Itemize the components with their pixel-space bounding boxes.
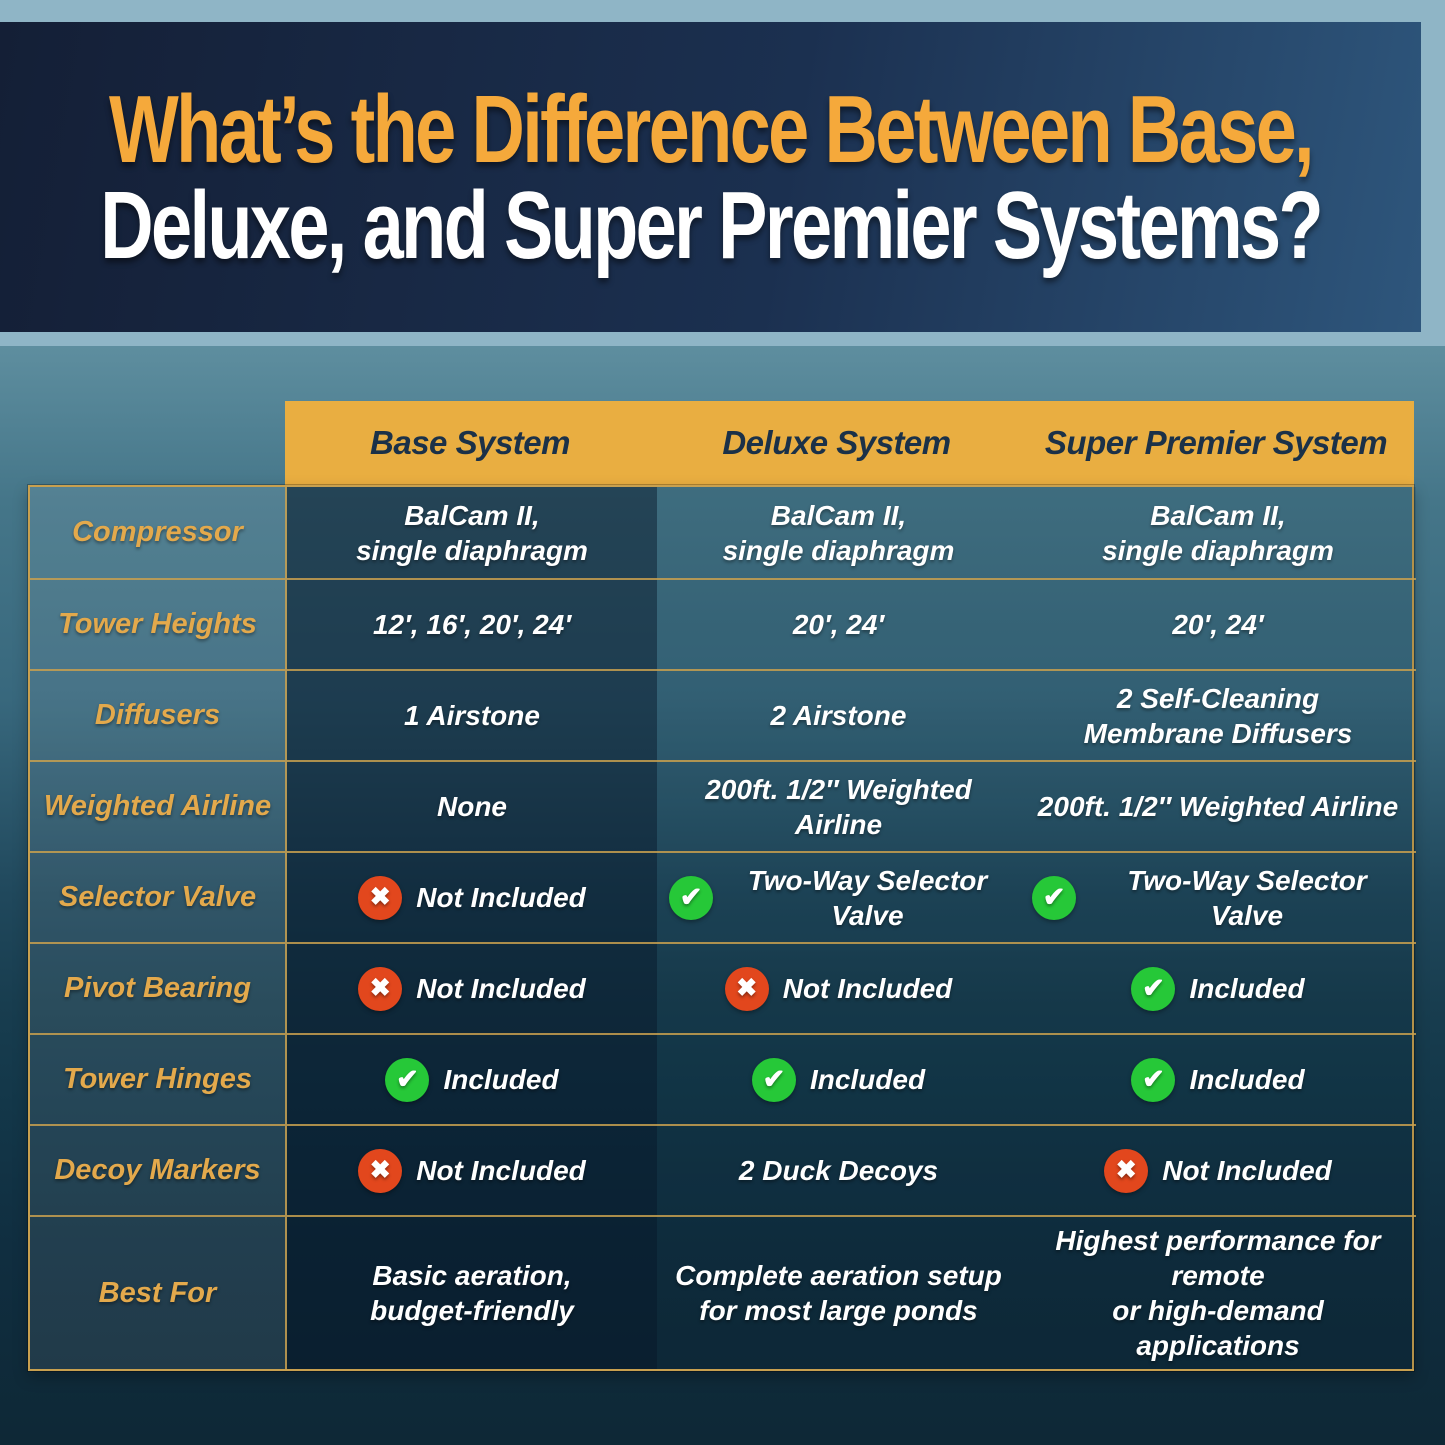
check-circle-icon xyxy=(385,1057,430,1102)
cell-text: Included xyxy=(809,1064,926,1095)
cell-text: BalCam II, single diaphragm xyxy=(722,499,955,566)
cell-text: 20′, 24′ xyxy=(792,609,885,640)
row-label: Best For xyxy=(30,1215,287,1369)
comparison-table: Compressor BalCam II, single diaphragm B… xyxy=(28,485,1416,1371)
title-banner: What’s the Difference Between Base, Delu… xyxy=(0,22,1421,332)
column-title-super-premier: Super Premier System xyxy=(1044,424,1388,461)
table-cell: Basic aeration, budget-friendly xyxy=(287,1215,657,1369)
cell-text: Not Included xyxy=(416,882,586,913)
table-cell: Not Included xyxy=(287,942,657,1033)
page-background xyxy=(0,346,1445,1445)
cell-text: BalCam II, single diaphragm xyxy=(1102,499,1334,566)
table-cell: BalCam II, single diaphragm xyxy=(1020,487,1416,578)
table-cell: Included xyxy=(1020,1033,1416,1124)
table-cell: None xyxy=(287,760,657,851)
row-label: Pivot Bearing xyxy=(30,942,287,1033)
table-cell: 2 Airstone xyxy=(657,669,1020,760)
table-column-header: Base System Deluxe System Super Premier … xyxy=(285,401,1414,485)
table-cell: Complete aeration setup for most large p… xyxy=(657,1215,1020,1369)
row-label: Tower Heights xyxy=(30,578,287,669)
cell-text: None xyxy=(437,791,507,822)
cell-text: BalCam II, single diaphragm xyxy=(356,499,588,566)
column-title-base: Base System xyxy=(370,424,570,461)
check-circle-icon xyxy=(751,1057,796,1102)
cell-text: 2 Duck Decoys xyxy=(738,1155,939,1186)
cell-text: 2 Self-Cleaning Membrane Diffusers xyxy=(1083,682,1353,749)
table-cell: 12′, 16′, 20′, 24′ xyxy=(287,578,657,669)
cell-text: Complete aeration setup for most large p… xyxy=(675,1260,1002,1326)
table-cell: Included xyxy=(657,1033,1020,1124)
row-label: Selector Valve xyxy=(30,851,287,942)
cell-text: Included xyxy=(1189,1064,1305,1095)
cell-text: Included xyxy=(443,1064,559,1095)
column-title-deluxe: Deluxe System xyxy=(722,424,951,461)
cell-text: Not Included xyxy=(1162,1155,1332,1186)
cell-text: Included xyxy=(1189,973,1305,1004)
cell-text: 1 Airstone xyxy=(404,700,540,731)
table-cell: 20′, 24′ xyxy=(657,578,1020,669)
cell-text: 200ft. 1/2″ Weighted Airline xyxy=(705,773,972,840)
check-circle-icon xyxy=(1131,1057,1176,1102)
row-label: Compressor xyxy=(30,487,287,578)
table-cell: 2 Duck Decoys xyxy=(657,1124,1020,1215)
table-cell: BalCam II, single diaphragm xyxy=(287,487,657,578)
check-circle-icon xyxy=(1032,875,1076,920)
row-label: Diffusers xyxy=(30,669,287,760)
cell-text: Highest performance for remote or high-d… xyxy=(1055,1225,1381,1361)
table-cell: Not Included xyxy=(657,942,1020,1033)
table-cell: Included xyxy=(287,1033,657,1124)
x-circle-icon xyxy=(358,966,403,1011)
row-label: Decoy Markers xyxy=(30,1124,287,1215)
cell-text: 20′, 24′ xyxy=(1172,609,1264,640)
cell-text: 12′, 16′, 20′, 24′ xyxy=(372,609,572,640)
table-cell: Not Included xyxy=(287,1124,657,1215)
row-label: Tower Hinges xyxy=(30,1033,287,1124)
table-cell: Not Included xyxy=(1020,1124,1416,1215)
table-cell: Two-Way Selector Valve xyxy=(1020,851,1416,942)
cell-text: Not Included xyxy=(416,973,586,1004)
cell-text: Two-Way Selector Valve xyxy=(1127,864,1367,931)
x-circle-icon xyxy=(724,966,769,1011)
table-cell: Highest performance for remote or high-d… xyxy=(1020,1215,1416,1369)
check-circle-icon xyxy=(669,875,713,920)
cell-text: Not Included xyxy=(782,973,953,1004)
title-line-2: Deluxe, and Super Premier Systems? xyxy=(100,171,1323,279)
table-cell: 1 Airstone xyxy=(287,669,657,760)
x-circle-icon xyxy=(358,875,403,920)
cell-text: Not Included xyxy=(416,1155,586,1186)
header-border-band: What’s the Difference Between Base, Delu… xyxy=(0,0,1445,346)
table-cell: Two-Way Selector Valve xyxy=(657,851,1020,942)
x-circle-icon xyxy=(358,1148,403,1193)
row-label: Weighted Airline xyxy=(30,760,287,851)
cell-text: 200ft. 1/2″ Weighted Airline xyxy=(1037,791,1399,822)
table-cell: 200ft. 1/2″ Weighted Airline xyxy=(1020,760,1416,851)
table-cell: BalCam II, single diaphragm xyxy=(657,487,1020,578)
table-cell: Included xyxy=(1020,942,1416,1033)
table-cell: 20′, 24′ xyxy=(1020,578,1416,669)
title-line-1: What’s the Difference Between Base, xyxy=(109,75,1315,183)
cell-text: Two-Way Selector Valve xyxy=(747,864,988,931)
table-cell: Not Included xyxy=(287,851,657,942)
cell-text: Basic aeration, budget-friendly xyxy=(370,1260,574,1326)
cell-text: 2 Airstone xyxy=(770,700,907,731)
table-cell: 2 Self-Cleaning Membrane Diffusers xyxy=(1020,669,1416,760)
table-cell: 200ft. 1/2″ Weighted Airline xyxy=(657,760,1020,851)
check-circle-icon xyxy=(1131,966,1176,1011)
x-circle-icon xyxy=(1104,1148,1149,1193)
